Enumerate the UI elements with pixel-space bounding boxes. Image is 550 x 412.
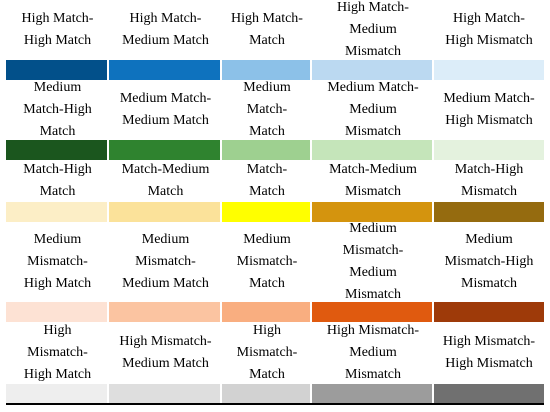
legend-swatch	[312, 384, 434, 404]
legend-label: Match- Match	[246, 162, 288, 199]
legend-label: High Match- Match	[231, 11, 303, 48]
legend-label: High Mismatch- Medium Match	[119, 334, 212, 371]
legend-swatch	[434, 384, 544, 404]
legend-swatch	[6, 140, 109, 160]
legend-swatch	[6, 302, 109, 322]
legend-label: Medium Mismatch- Medium Match	[122, 232, 209, 291]
legend-label: Medium Match- High Mismatch	[443, 91, 535, 128]
legend-label: Medium Match-High Match	[23, 80, 92, 139]
legend-swatch	[434, 140, 544, 160]
legend-label: Match-High Match	[23, 162, 92, 199]
legend-swatch	[312, 202, 434, 222]
legend-swatch	[109, 60, 222, 80]
legend-swatch	[109, 302, 222, 322]
legend-swatch	[109, 384, 222, 404]
legend-label: High Match- Medium Match	[122, 11, 209, 48]
legend-swatch	[312, 60, 434, 80]
legend-swatch	[109, 140, 222, 160]
legend-swatch	[222, 302, 312, 322]
bottom-rule	[6, 403, 544, 405]
legend-label: High Match- Medium Mismatch	[337, 0, 409, 59]
legend-label: High Mismatch- High Match	[23, 323, 92, 382]
legend-swatch	[222, 140, 312, 160]
legend-swatch	[222, 384, 312, 404]
legend-label: High Match- High Match	[21, 11, 94, 48]
legend-swatch	[6, 202, 109, 222]
legend-swatch	[434, 60, 544, 80]
legend-swatch	[6, 60, 109, 80]
legend-label: Match-Medium Match	[121, 162, 210, 199]
legend-label: Medium Mismatch- Match	[236, 232, 298, 291]
legend-label: Medium Mismatch- High Match	[23, 232, 92, 291]
legend-label: High Mismatch- Medium Mismatch	[326, 323, 420, 382]
legend-label: High Match- High Mismatch	[445, 11, 533, 48]
legend-label: Medium Match- Medium Match	[119, 91, 212, 128]
legend-swatch	[312, 302, 434, 322]
legend-swatch	[312, 140, 434, 160]
legend-swatch	[222, 202, 312, 222]
legend-swatch	[6, 384, 109, 404]
legend-label: Medium Mismatch- Medium Mismatch	[342, 221, 404, 302]
legend-label: Match-Medium Mismatch	[329, 162, 417, 199]
legend-label: Match-High Mismatch	[454, 162, 524, 199]
legend-swatch	[434, 302, 544, 322]
legend-swatch	[222, 60, 312, 80]
legend-swatch	[109, 202, 222, 222]
legend-label: Medium Match- Match	[243, 80, 291, 139]
legend-label: Medium Mismatch-High Mismatch	[444, 232, 534, 291]
legend-label: High Mismatch- High Mismatch	[442, 334, 536, 371]
legend-label: High Mismatch- Match	[236, 323, 298, 382]
legend-swatch	[434, 202, 544, 222]
legend-label: Medium Match- Medium Mismatch	[327, 80, 419, 139]
